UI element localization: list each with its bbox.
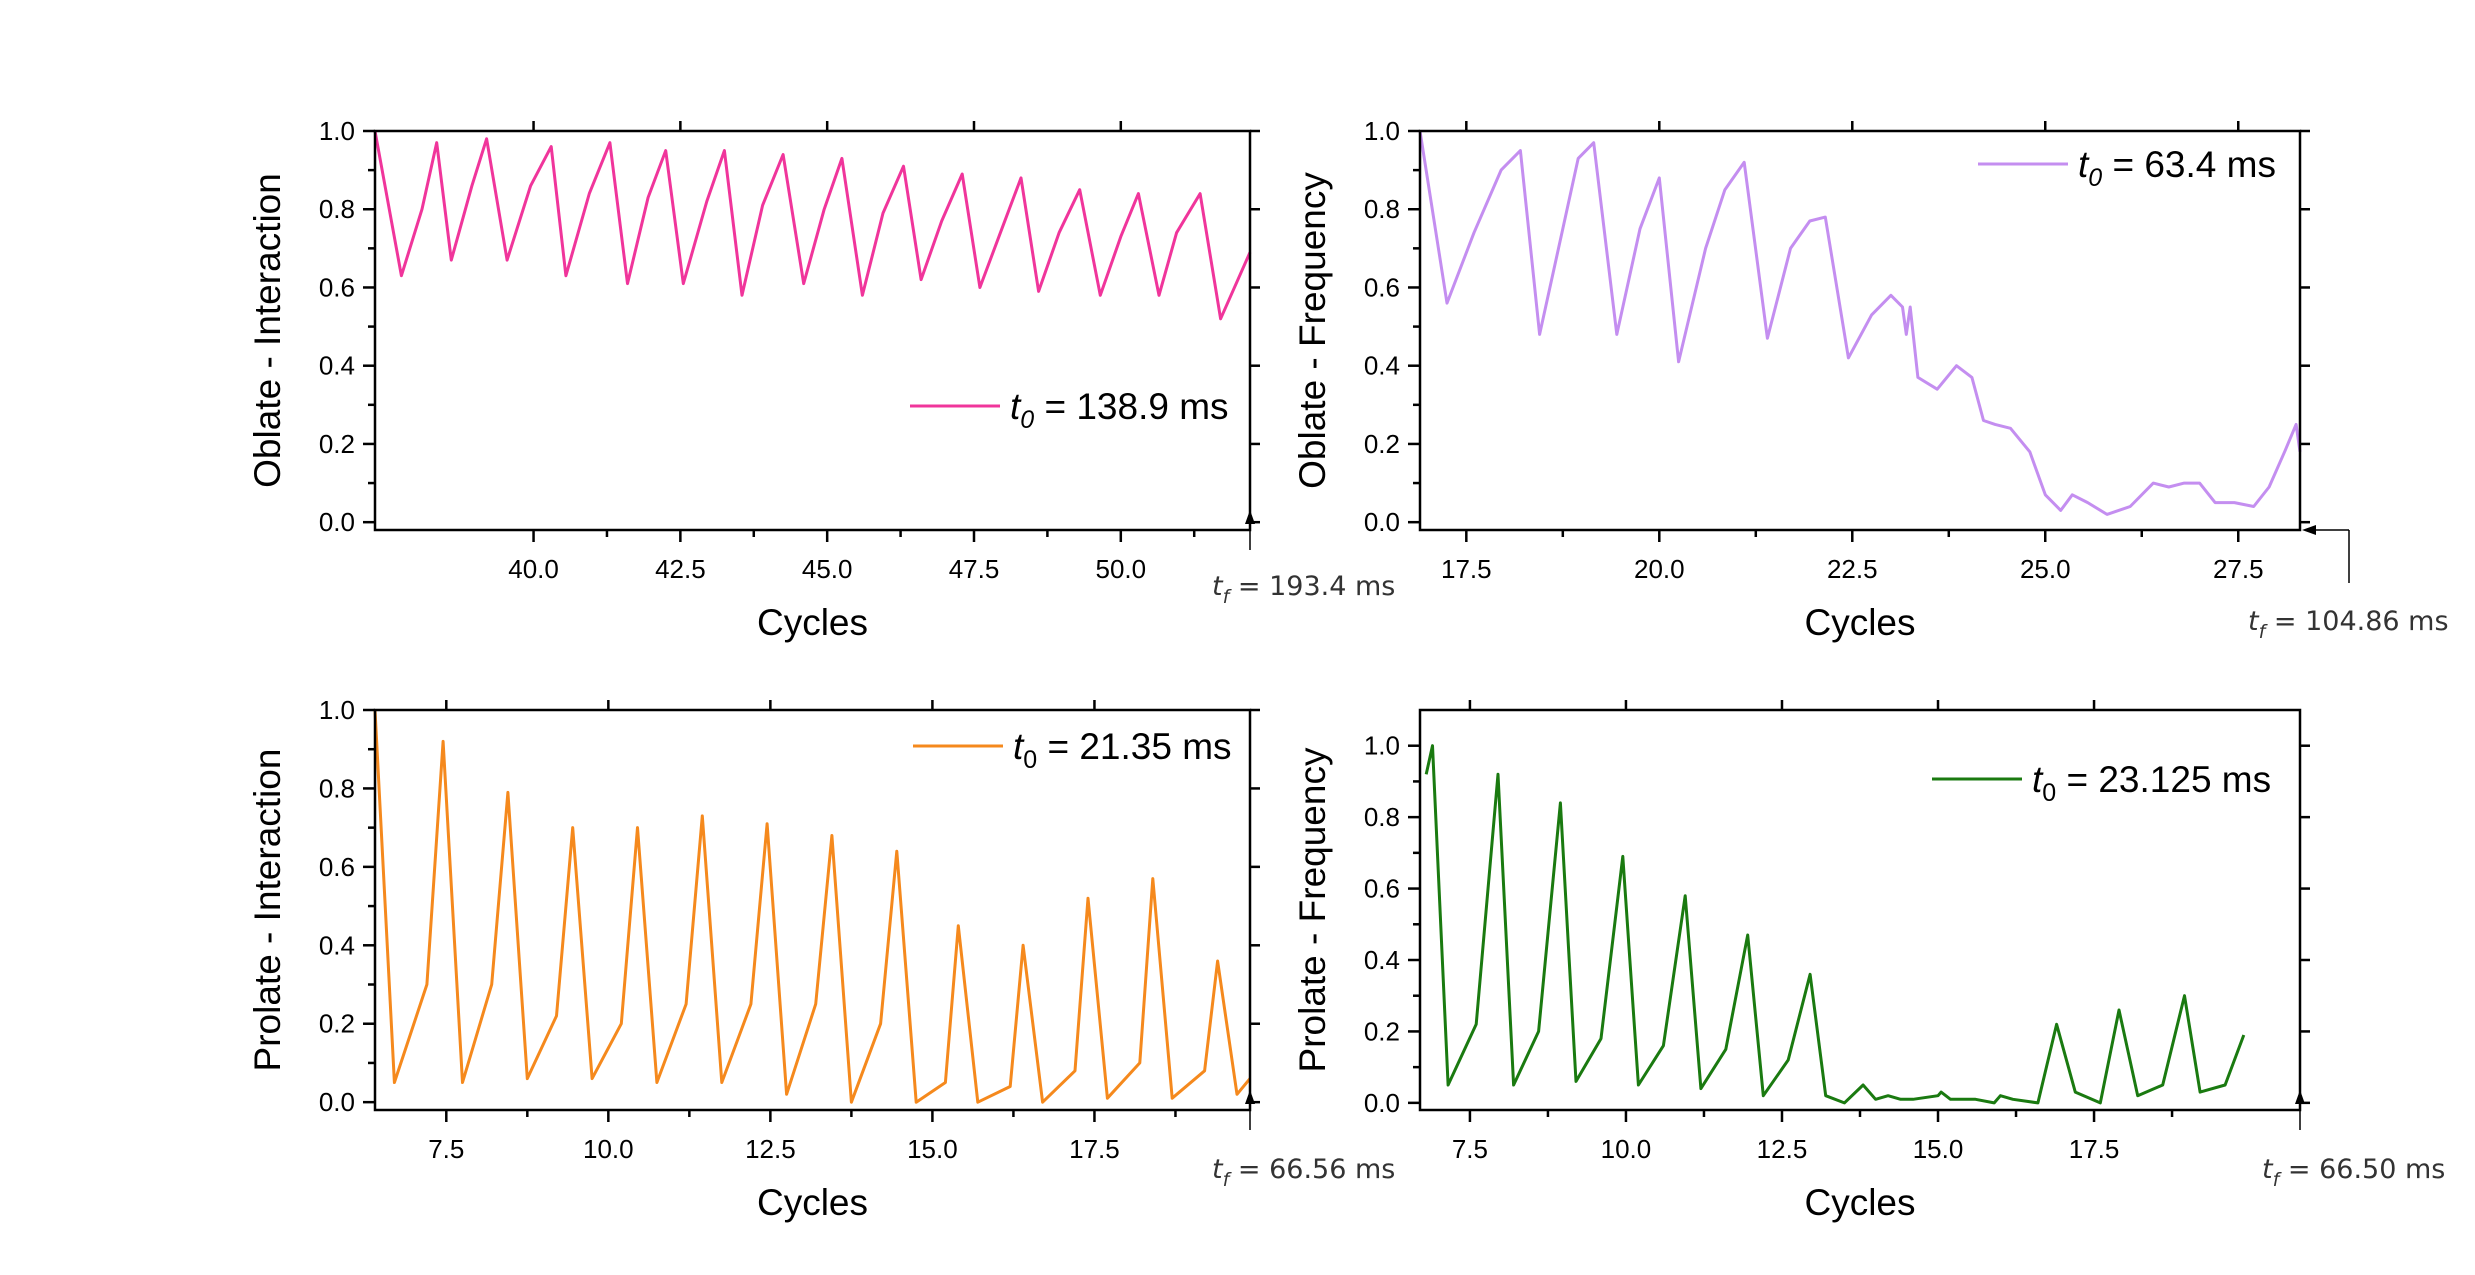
y-tick-label: 1.0 <box>319 695 355 725</box>
tf-arrow-head <box>2302 525 2316 535</box>
x-axis-title: Cycles <box>757 602 868 643</box>
tf-annotation: tf = 66.50 ms <box>2262 1090 2445 1191</box>
y-tick-label: 1.0 <box>1364 116 1400 146</box>
tf-label: tf = 66.56 ms <box>1212 1154 1395 1191</box>
chart-panel-oblate-frequency: 17.5 20.0 22.5 25.0 27.5 0.0 0.2 0.4 0.6 0.8 1.0 Cy… <box>1292 116 2449 643</box>
x-tick-label: 12.5 <box>745 1134 796 1164</box>
legend-label: t0 = 21.35 ms <box>1013 726 1232 774</box>
series-line <box>373 130 1252 321</box>
tf-arrow-head <box>2295 1090 2305 1104</box>
tf-annotation: tf = 104.86 ms <box>2248 525 2449 643</box>
x-axis-title: Cycles <box>1804 1182 1915 1223</box>
y-tick-label: 0.2 <box>1364 429 1400 459</box>
chart-panel-oblate-interaction: 40.0 42.5 45.0 47.5 50.0 0.0 0.2 0.4 0.6 0.8 1.0 Cy… <box>247 116 1395 643</box>
x-tick-label: 17.5 <box>2069 1134 2120 1164</box>
legend: t0 = 63.4 ms <box>1978 144 2276 192</box>
x-tick-label: 7.5 <box>428 1134 464 1164</box>
legend-label: t0 = 23.125 ms <box>2032 759 2271 807</box>
x-tick-label: 50.0 <box>1096 554 1147 584</box>
y-tick-label: 1.0 <box>319 116 355 146</box>
y-tick-label: 0.0 <box>319 507 355 537</box>
x-tick-label: 15.0 <box>907 1134 958 1164</box>
legend: t0 = 21.35 ms <box>913 726 1232 774</box>
x-tick-label: 22.5 <box>1827 554 1878 584</box>
chart-panel-prolate-interaction: 7.5 10.0 12.5 15.0 17.5 0.0 0.2 0.4 0.6 0.8 1.0 Cyc… <box>247 695 1395 1223</box>
y-tick-label: 0.4 <box>319 930 355 960</box>
y-tick-label: 0.6 <box>319 272 355 302</box>
x-tick-label: 12.5 <box>1757 1134 1808 1164</box>
x-tick-label: 45.0 <box>802 554 853 584</box>
plot-frame <box>1418 129 2302 532</box>
y-tick-label: 0.8 <box>1364 802 1400 832</box>
legend: t0 = 23.125 ms <box>1932 759 2271 807</box>
x-tick-label: 10.0 <box>583 1134 634 1164</box>
x-tick-label: 10.0 <box>1601 1134 1652 1164</box>
x-tick-label: 42.5 <box>655 554 706 584</box>
y-tick-label: 0.4 <box>1364 945 1400 975</box>
x-tick-label: 17.5 <box>1441 554 1492 584</box>
legend-label: t0 = 138.9 ms <box>1010 386 1229 434</box>
x-tick-label: 25.0 <box>2020 554 2071 584</box>
tf-label: tf = 193.4 ms <box>1212 571 1395 608</box>
y-tick-label: 0.0 <box>1364 507 1400 537</box>
plot-frame <box>373 708 1252 1112</box>
tf-label: tf = 66.50 ms <box>2262 1154 2445 1191</box>
y-tick-label: 0.0 <box>1364 1088 1400 1118</box>
tf-arrow-head <box>1245 510 1255 524</box>
y-tick-label: 0.8 <box>319 194 355 224</box>
y-axis-title: Oblate - Frequency <box>1292 172 1333 489</box>
y-tick-label: 0.6 <box>1364 272 1400 302</box>
plot-frame <box>373 129 1252 532</box>
y-tick-label: 0.0 <box>319 1087 355 1117</box>
x-tick-label: 40.0 <box>508 554 559 584</box>
legend-label: t0 = 63.4 ms <box>2078 144 2276 192</box>
chart-panel-prolate-frequency: 7.5 10.0 12.5 15.0 17.5 0.0 0.2 0.4 0.6 0.8 1.0 Cyc… <box>1292 700 2445 1223</box>
y-tick-label: 0.4 <box>1364 351 1400 381</box>
y-tick-label: 0.8 <box>319 773 355 803</box>
x-tick-label: 15.0 <box>1913 1134 1964 1164</box>
series-line <box>1424 744 2246 1105</box>
x-tick-label: 7.5 <box>1452 1134 1488 1164</box>
y-tick-label: 0.2 <box>1364 1016 1400 1046</box>
x-axis-title: Cycles <box>1804 602 1915 643</box>
y-tick-label: 1.0 <box>1364 731 1400 761</box>
series-line <box>1418 130 2302 516</box>
x-tick-label: 47.5 <box>949 554 1000 584</box>
y-axis-title: Oblate - Interaction <box>247 173 288 488</box>
series-line <box>373 709 1252 1104</box>
x-tick-label: 20.0 <box>1634 554 1685 584</box>
y-axis-title: Prolate - Frequency <box>1292 747 1333 1072</box>
y-tick-label: 0.2 <box>319 429 355 459</box>
tf-label: tf = 104.86 ms <box>2248 606 2449 643</box>
y-tick-label: 0.8 <box>1364 194 1400 224</box>
tf-arrow-head <box>1245 1090 1255 1104</box>
y-tick-label: 0.6 <box>319 852 355 882</box>
x-tick-label: 27.5 <box>2213 554 2264 584</box>
y-tick-label: 0.4 <box>319 351 355 381</box>
y-tick-label: 0.6 <box>1364 874 1400 904</box>
y-tick-label: 0.2 <box>319 1009 355 1039</box>
legend: t0 = 138.9 ms <box>910 386 1229 434</box>
x-tick-label: 17.5 <box>1069 1134 1120 1164</box>
y-axis-title: Prolate - Interaction <box>247 749 288 1072</box>
x-axis-title: Cycles <box>757 1182 868 1223</box>
tf-annotation: tf = 66.56 ms <box>1212 1090 1395 1191</box>
tf-annotation: tf = 193.4 ms <box>1212 510 1395 608</box>
